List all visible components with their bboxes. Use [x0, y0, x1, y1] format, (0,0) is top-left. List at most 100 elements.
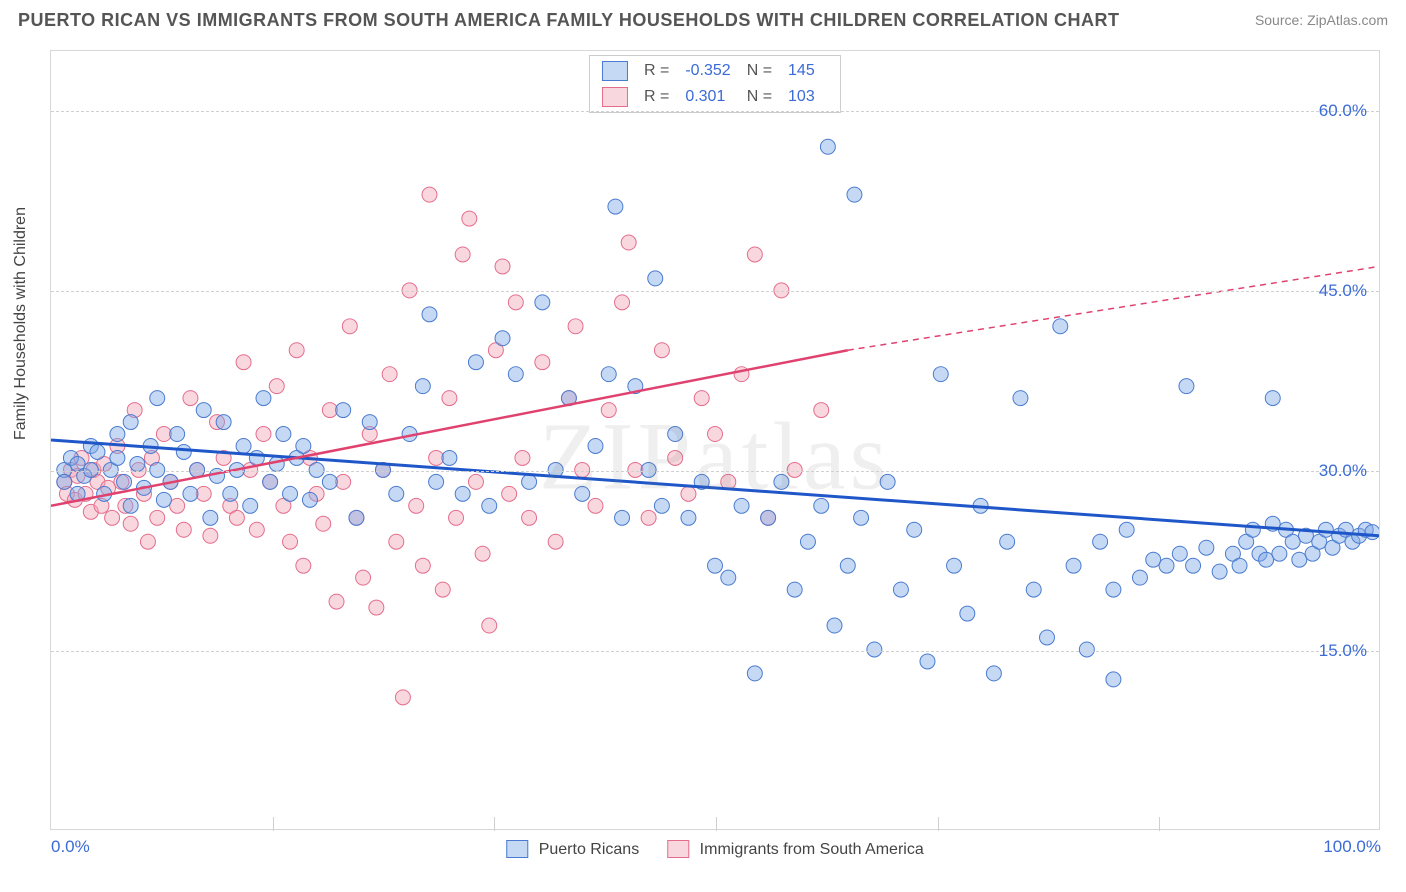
data-point [495, 259, 510, 274]
trend-line-pink-dash [848, 266, 1379, 350]
data-point [336, 474, 351, 489]
data-point [263, 474, 278, 489]
data-point [1292, 552, 1307, 567]
data-point [681, 510, 696, 525]
data-point [216, 415, 231, 430]
data-point [615, 510, 630, 525]
data-point [442, 450, 457, 465]
data-point [1265, 391, 1280, 406]
bottom-legend: Puerto Ricans Immigrants from South Amer… [506, 840, 923, 859]
data-point [309, 462, 324, 477]
data-point [1318, 522, 1333, 537]
data-point [249, 450, 264, 465]
data-point [422, 187, 437, 202]
data-point [648, 271, 663, 286]
gridline-h [51, 651, 1379, 652]
data-point [1040, 630, 1055, 645]
data-point [1232, 558, 1247, 573]
data-point [409, 498, 424, 513]
data-point [356, 570, 371, 585]
data-point [322, 474, 337, 489]
legend-swatch-blue [506, 840, 528, 858]
data-point [708, 427, 723, 442]
data-point [654, 498, 669, 513]
x-tick-label: 0.0% [51, 837, 90, 857]
data-point [90, 444, 105, 459]
data-point [236, 355, 251, 370]
data-point [170, 498, 185, 513]
n-label-2: N = [739, 84, 780, 110]
data-point [621, 235, 636, 250]
data-point [117, 474, 132, 489]
data-point [548, 534, 563, 549]
data-point [462, 211, 477, 226]
data-point [349, 510, 364, 525]
x-minor-tick [1159, 817, 1160, 831]
data-point [256, 427, 271, 442]
data-point [482, 498, 497, 513]
data-point [1179, 379, 1194, 394]
y-axis-label: Family Households with Children [12, 207, 30, 440]
gridline-h [51, 111, 1379, 112]
data-point [276, 427, 291, 442]
data-point [395, 690, 410, 705]
data-point [296, 558, 311, 573]
data-point [83, 462, 98, 477]
data-point [502, 486, 517, 501]
data-point [156, 427, 171, 442]
data-point [608, 199, 623, 214]
data-point [787, 582, 802, 597]
data-point [1285, 534, 1300, 549]
data-point [449, 510, 464, 525]
data-point [269, 379, 284, 394]
legend-label-blue: Puerto Ricans [539, 841, 640, 858]
data-point [847, 187, 862, 202]
data-point [283, 486, 298, 501]
data-point [1186, 558, 1201, 573]
r-value-pink: 0.301 [677, 84, 738, 110]
data-point [588, 498, 603, 513]
data-point [1026, 582, 1041, 597]
gridline-h [51, 291, 1379, 292]
data-point [183, 486, 198, 501]
data-point [176, 444, 191, 459]
data-point [907, 522, 922, 537]
data-point [362, 415, 377, 430]
data-point [747, 666, 762, 681]
data-point [774, 474, 789, 489]
data-point [1245, 522, 1260, 537]
data-point [694, 391, 709, 406]
data-point [522, 474, 537, 489]
data-point [734, 498, 749, 513]
data-point [229, 510, 244, 525]
data-point [814, 498, 829, 513]
data-point [880, 474, 895, 489]
data-point [1000, 534, 1015, 549]
data-point [1159, 558, 1174, 573]
data-point [508, 367, 523, 382]
data-point [1272, 546, 1287, 561]
data-point [641, 462, 656, 477]
legend-label-pink: Immigrants from South America [700, 841, 924, 858]
data-point [429, 474, 444, 489]
data-point [1132, 570, 1147, 585]
data-point [329, 594, 344, 609]
data-point [568, 319, 583, 334]
data-point [123, 516, 138, 531]
data-point [322, 403, 337, 418]
data-point [1106, 672, 1121, 687]
x-minor-tick [273, 817, 274, 831]
data-point [203, 528, 218, 543]
data-point [183, 391, 198, 406]
data-point [535, 295, 550, 310]
data-point [588, 439, 603, 454]
data-point [57, 474, 72, 489]
data-point [1172, 546, 1187, 561]
data-point [140, 534, 155, 549]
data-point [203, 510, 218, 525]
data-point [110, 427, 125, 442]
data-point [150, 510, 165, 525]
data-point [1119, 522, 1134, 537]
data-point [615, 295, 630, 310]
y-tick-label: 60.0% [1319, 101, 1367, 121]
